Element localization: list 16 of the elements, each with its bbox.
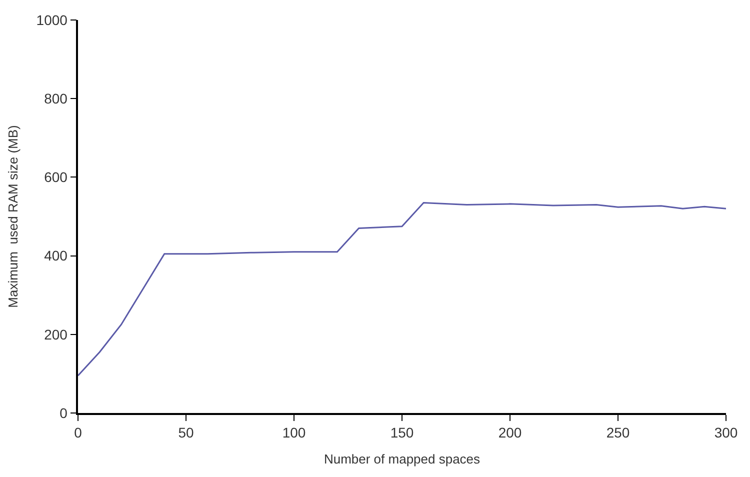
x-axis-title: Number of mapped spaces [324, 452, 481, 467]
y-tick-label: 400 [44, 248, 68, 264]
x-tick-label: 150 [390, 424, 414, 441]
y-tick-label: 600 [44, 169, 68, 186]
y-tick-label: 800 [44, 90, 68, 106]
line-series [78, 202, 726, 376]
y-tick-label: 200 [44, 326, 68, 342]
x-tick-label: 0 [74, 424, 82, 441]
x-tick-label: 100 [282, 424, 306, 441]
x-tick-label: 200 [498, 424, 522, 441]
x-tick-label: 250 [606, 424, 630, 441]
x-tick-label: 50 [178, 424, 194, 441]
x-tick-label: 300 [714, 424, 738, 441]
y-axis-title: Maximum used RAM size (MB) [6, 125, 21, 308]
y-tick-label: 1000 [36, 12, 68, 28]
y-tick-label: 0 [60, 404, 68, 421]
